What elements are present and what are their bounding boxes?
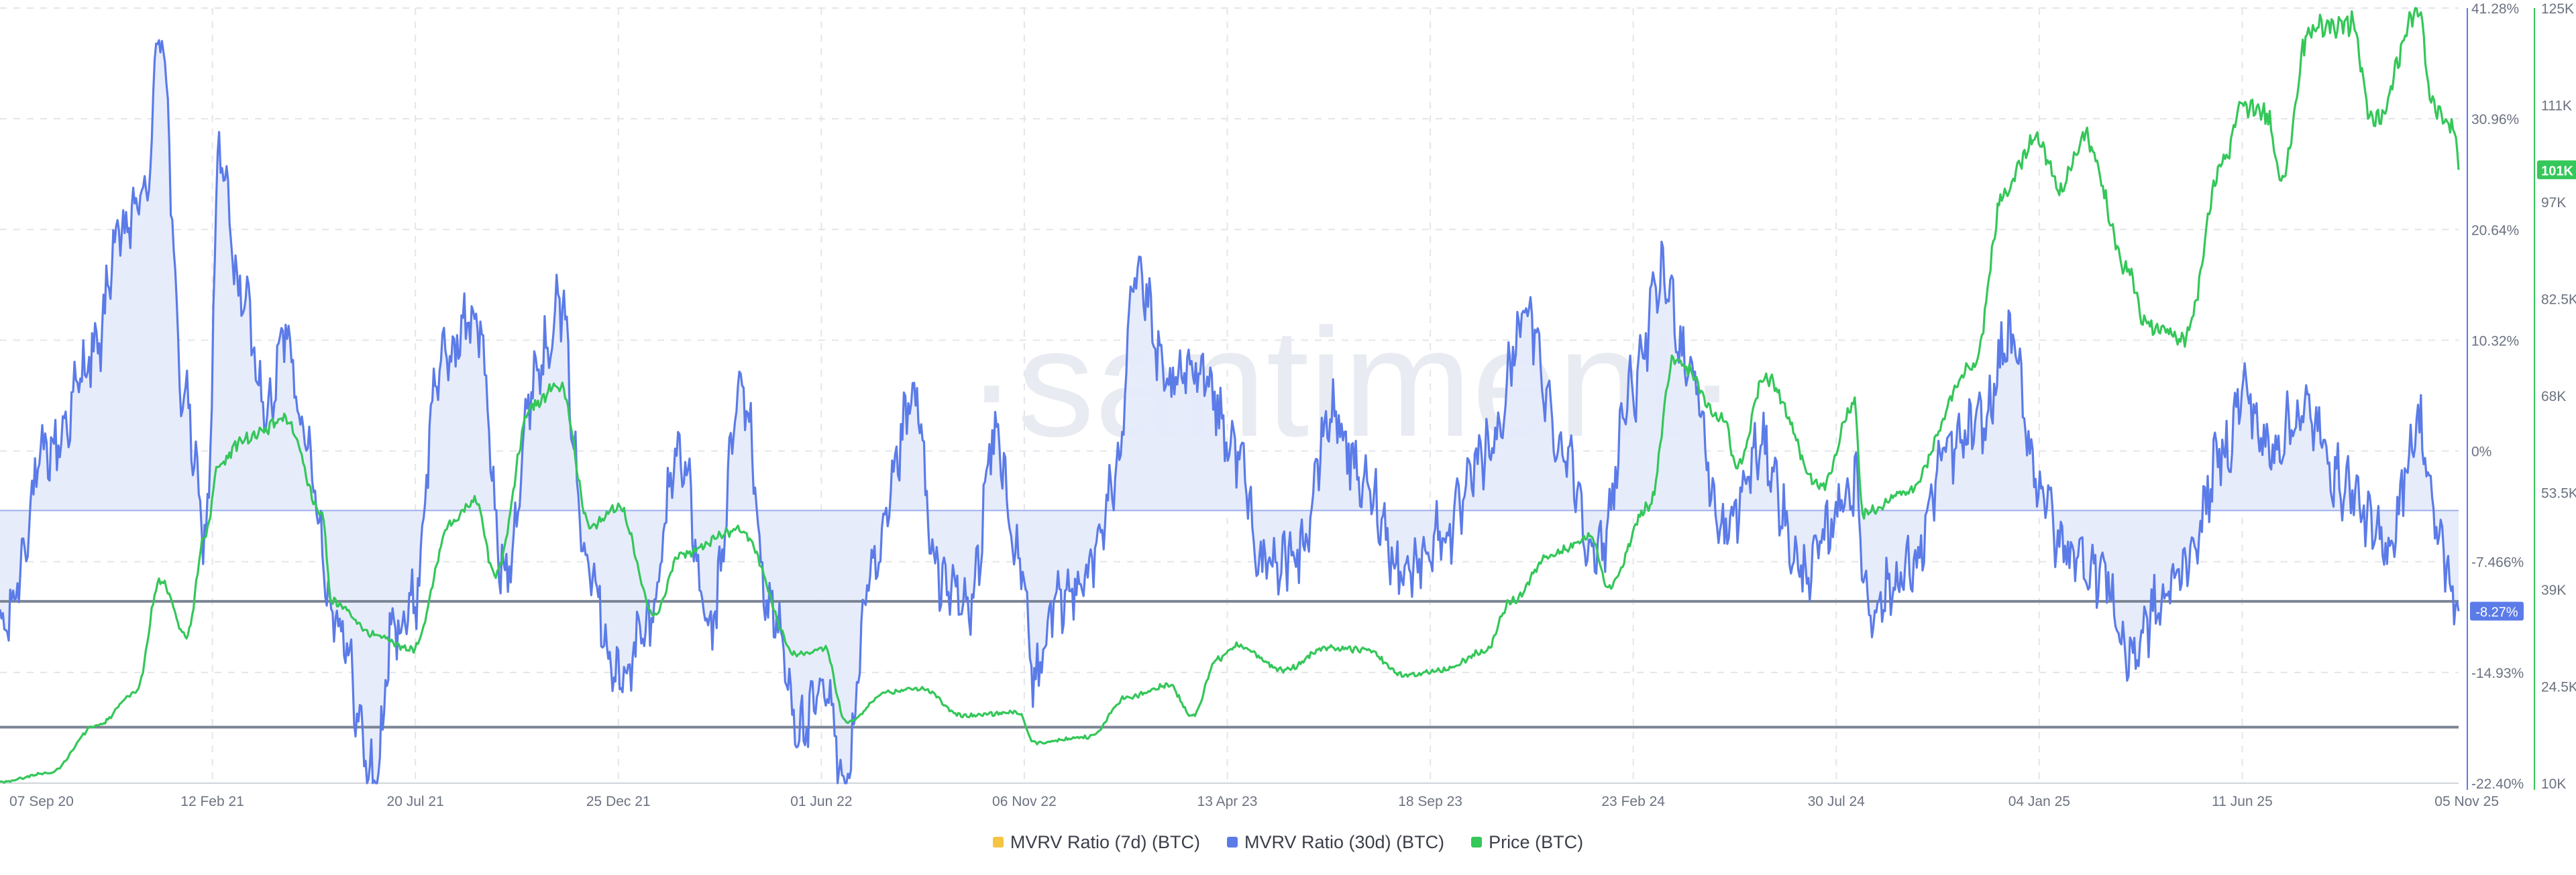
price-current-badge — [2537, 160, 2576, 180]
mvrv-30d-line[interactable] — [0, 39, 2460, 784]
x-tick-label: 06 Nov 22 — [992, 794, 1057, 809]
y-right-tick-label: 97K — [2541, 195, 2566, 211]
y-right-tick-label: 39K — [2541, 583, 2566, 598]
y-right-tick-label: 24.5K — [2541, 680, 2576, 695]
y-right-tick-label: 82.5K — [2541, 292, 2576, 308]
y-right-tick-label: 10K — [2541, 776, 2566, 792]
x-tick-label: 13 Apr 23 — [1197, 794, 1258, 809]
x-tick-label: 05 Nov 25 — [2434, 794, 2499, 809]
y-right-tick-label: 125K — [2541, 1, 2574, 17]
y-left-tick-label: -14.93% — [2471, 666, 2524, 681]
x-tick-label: 30 Jul 24 — [1808, 794, 1866, 809]
y-left-tick-label: 41.28% — [2471, 1, 2519, 17]
legend-swatch-mvrv-30d — [1226, 837, 1238, 848]
y-left-tick-label: 10.32% — [2471, 333, 2519, 349]
x-tick-label: 25 Dec 21 — [586, 794, 651, 809]
mvrv-current-badge — [2470, 601, 2524, 621]
legend-swatch-price — [1471, 837, 1483, 848]
y-right-tick-label: 68K — [2541, 389, 2566, 404]
santiment-watermark: ·santiment· — [966, 296, 1737, 469]
legend-label-mvrv-7d: MVRV Ratio (7d) (BTC) — [1010, 831, 1200, 852]
y-left-tick-label: 30.96% — [2471, 112, 2519, 127]
legend-label-mvrv-30d: MVRV Ratio (30d) (BTC) — [1244, 831, 1445, 852]
x-tick-label: 18 Sep 23 — [1398, 794, 1462, 809]
y-left-tick-label: -22.40% — [2471, 776, 2524, 792]
legend-item-mvrv-7d[interactable]: MVRV Ratio (7d) (BTC) — [992, 831, 1200, 853]
y-left-tick-label: 20.64% — [2471, 223, 2519, 238]
legend-label-price: Price (BTC) — [1489, 831, 1584, 852]
y-left-tick-label: -7.466% — [2471, 555, 2524, 571]
chart-legend: MVRV Ratio (7d) (BTC) MVRV Ratio (30d) (… — [0, 829, 2576, 856]
x-tick-label: 20 Jul 21 — [387, 794, 444, 809]
x-tick-label: 11 Jun 25 — [2212, 794, 2273, 809]
legend-item-mvrv-30d[interactable]: MVRV Ratio (30d) (BTC) — [1226, 831, 1445, 853]
y-right-tick-label: 53.5K — [2541, 486, 2576, 502]
y-left-tick-label: 0% — [2471, 445, 2491, 460]
price-line[interactable] — [0, 7, 2460, 784]
legend-item-price[interactable]: Price (BTC) — [1471, 832, 1583, 853]
legend-swatch-mvrv-7d — [992, 837, 1004, 848]
mvrv-30d-area — [0, 40, 2459, 783]
mvrv-current-badge-label: -8.27% — [2475, 605, 2518, 620]
x-tick-label: 04 Jan 25 — [2008, 794, 2070, 809]
price-current-badge-label: 101K — [2541, 164, 2573, 178]
y-right-tick-label: 111K — [2541, 99, 2572, 114]
x-tick-label: 12 Feb 21 — [180, 794, 244, 809]
x-tick-label: 01 Jun 22 — [790, 794, 852, 809]
x-tick-label: 07 Sep 20 — [9, 794, 74, 809]
x-tick-label: 23 Feb 24 — [1601, 794, 1665, 809]
